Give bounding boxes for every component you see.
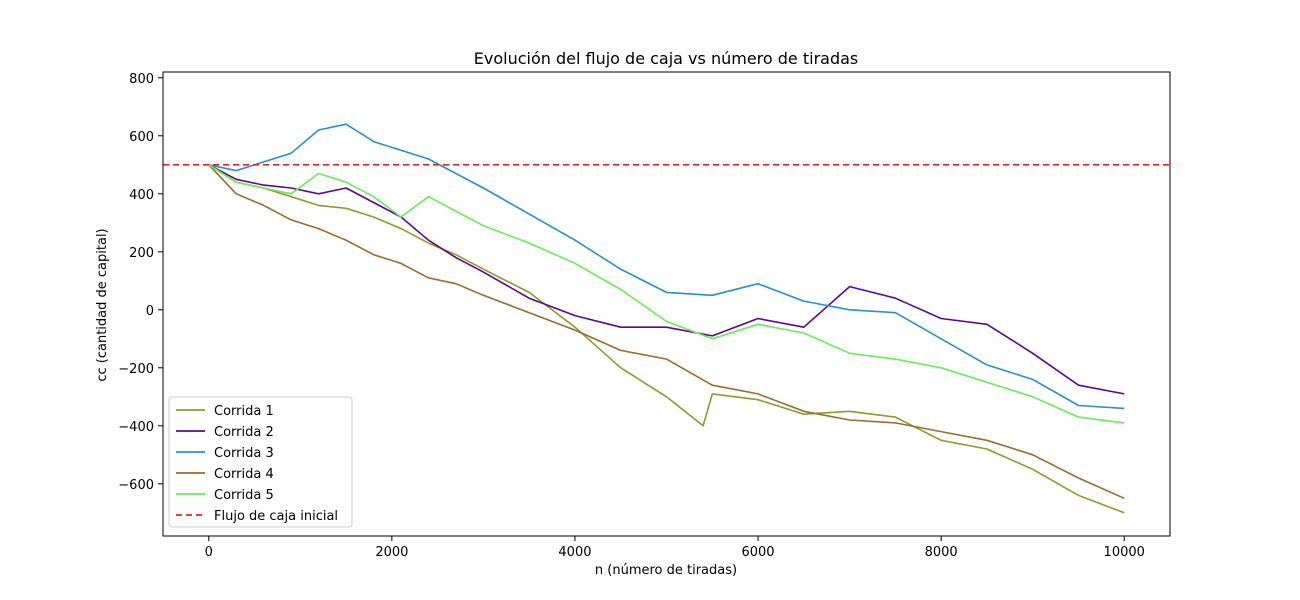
series-line-corrida-3 xyxy=(208,123,1125,410)
series-line-corrida-4 xyxy=(208,164,1125,500)
x-axis: 0 2000 4000 6000 8000 10000 xyxy=(205,536,1145,560)
chart-title: Evolución del flujo de caja vs número de… xyxy=(474,49,859,68)
legend-label: Flujo de caja inicial xyxy=(214,509,338,524)
x-tick-label: 4000 xyxy=(558,545,591,560)
series-layer xyxy=(208,123,1125,514)
x-tick-label: 8000 xyxy=(925,545,958,560)
series-line-corrida-1 xyxy=(208,164,1125,514)
x-tick-label: 10000 xyxy=(1104,545,1145,560)
y-tick-label: 600 xyxy=(129,130,154,145)
axes-frame xyxy=(162,71,1171,537)
y-tick-label: −400 xyxy=(118,420,154,435)
x-tick-label: 0 xyxy=(205,545,213,560)
legend-label: Corrida 1 xyxy=(214,404,274,419)
legend-label: Corrida 2 xyxy=(214,425,274,440)
y-tick-label: −600 xyxy=(118,478,154,493)
y-tick-label: 200 xyxy=(129,246,154,261)
y-tick-label: 400 xyxy=(129,188,154,203)
series-line-corrida-5 xyxy=(208,164,1125,424)
y-tick-label: 0 xyxy=(146,304,154,319)
y-tick-label: −200 xyxy=(118,362,154,377)
x-tick-label: 6000 xyxy=(741,545,774,560)
y-tick-label: 800 xyxy=(129,72,154,87)
legend-label: Corrida 4 xyxy=(214,467,274,482)
x-axis-label: n (número de tiradas) xyxy=(595,563,737,578)
legend-label: Corrida 5 xyxy=(214,488,274,503)
legend-box xyxy=(168,396,353,528)
y-axis: −600 −400 −200 0 200 400 600 800 xyxy=(118,72,163,493)
series-line-corrida-2 xyxy=(208,164,1125,395)
legend: Corrida 1 Corrida 2 Corrida 3 Corrida 4 Corr… xyxy=(168,396,353,528)
plot-area: 0 2000 4000 6000 8000 10000 −600 −400 −200 0 200 4… xyxy=(118,71,1171,560)
x-tick-label: 2000 xyxy=(375,545,408,560)
legend-label: Corrida 3 xyxy=(214,446,274,461)
y-axis-label: cc (cantidad de capital) xyxy=(95,228,110,381)
